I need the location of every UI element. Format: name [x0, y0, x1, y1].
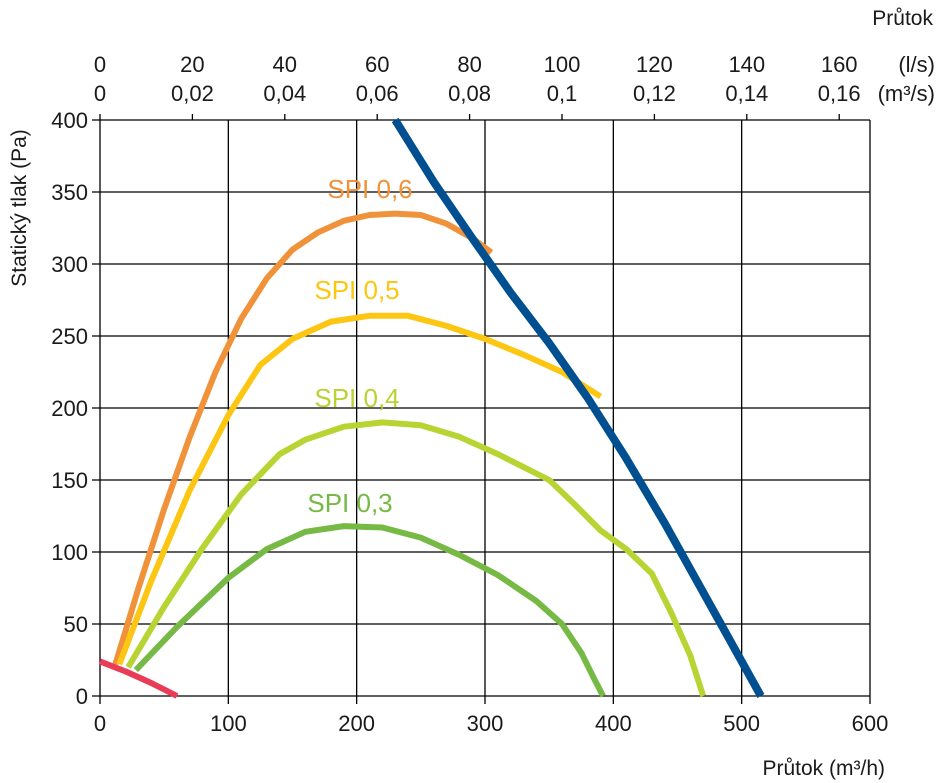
y-tick-label: 200 [51, 396, 88, 421]
top-axis-unit-ls: (l/s) [898, 52, 935, 77]
top-tick-label-ls: 20 [180, 52, 204, 77]
top-axis-unit-m3s: (m³/s) [878, 81, 935, 106]
y-tick-label: 350 [51, 180, 88, 205]
chart-series-group: SPI 0,6 SPI 0,5 SPI 0,4 SPI 0,3 [98, 117, 765, 699]
y-axis-ticks: 0 50 100 150 200 250 300 350 400 [51, 108, 88, 709]
top-tick-label-m3s: 0,14 [725, 81, 768, 106]
top-tick-label-m3s: 0,08 [448, 81, 491, 106]
x-tick-label: 200 [338, 711, 375, 736]
y-tick-label: 300 [51, 252, 88, 277]
y-tick-label: 0 [76, 684, 88, 709]
series-line-spi-0-3 [133, 523, 606, 698]
top-tick-label-m3s: 0,04 [263, 81, 306, 106]
top-axis-title: Průtok [872, 7, 933, 30]
x-tick-label: 400 [595, 711, 632, 736]
x-tick-label: 300 [467, 711, 504, 736]
x-tick-label: 0 [94, 711, 106, 736]
top-tick-label-ls: 60 [365, 52, 389, 77]
top-tick-label-m3s: 0 [94, 81, 106, 106]
top-tick-label-ls: 140 [728, 52, 765, 77]
series-line-5 [98, 658, 179, 699]
top-tick-label-ls: 40 [273, 52, 297, 77]
top-tick-label-m3s: 0,16 [818, 81, 861, 106]
x-tick-label: 600 [852, 711, 889, 736]
y-tick-label: 100 [51, 540, 88, 565]
x-tick-label: 500 [723, 711, 760, 736]
y-tick-label: 250 [51, 324, 88, 349]
top-tick-label-m3s: 0,12 [633, 81, 676, 106]
series-line-spi-0-4 [125, 419, 707, 697]
series-line-spi-0-5 [116, 312, 603, 666]
series-line-spi-0-6 [112, 210, 494, 666]
y-tick-label: 50 [64, 612, 88, 637]
top-tick-label-ls: 120 [636, 52, 673, 77]
series-line-4 [391, 117, 765, 698]
top-tick-label-m3s: 0,1 [547, 81, 578, 106]
top-tick-label-ls: 100 [544, 52, 581, 77]
y-axis-title: Statický tlak (Pa) [8, 129, 31, 287]
series-label: SPI 0,6 [327, 174, 412, 204]
top-tick-label-m3s: 0,02 [171, 81, 214, 106]
top-axis-ticks: 0 0 20 0,02 40 0,04 60 0,06 80 0,08 100 0,1 120 0,12 1… [94, 52, 861, 120]
series-label: SPI 0,5 [314, 275, 399, 305]
chart-grid [92, 119, 871, 704]
y-tick-label: 150 [51, 468, 88, 493]
series-label: SPI 0,4 [314, 383, 399, 413]
series-label: SPI 0,3 [307, 488, 392, 518]
x-axis-ticks: 0 100 200 300 400 500 600 [94, 711, 888, 736]
x-tick-label: 100 [210, 711, 247, 736]
top-tick-label-ls: 80 [457, 52, 481, 77]
y-tick-label: 400 [51, 108, 88, 133]
top-tick-label-ls: 160 [821, 52, 858, 77]
top-tick-label-m3s: 0,06 [356, 81, 399, 106]
x-axis-title: Průtok (m³/h) [762, 757, 885, 780]
top-tick-label-ls: 0 [94, 52, 106, 77]
